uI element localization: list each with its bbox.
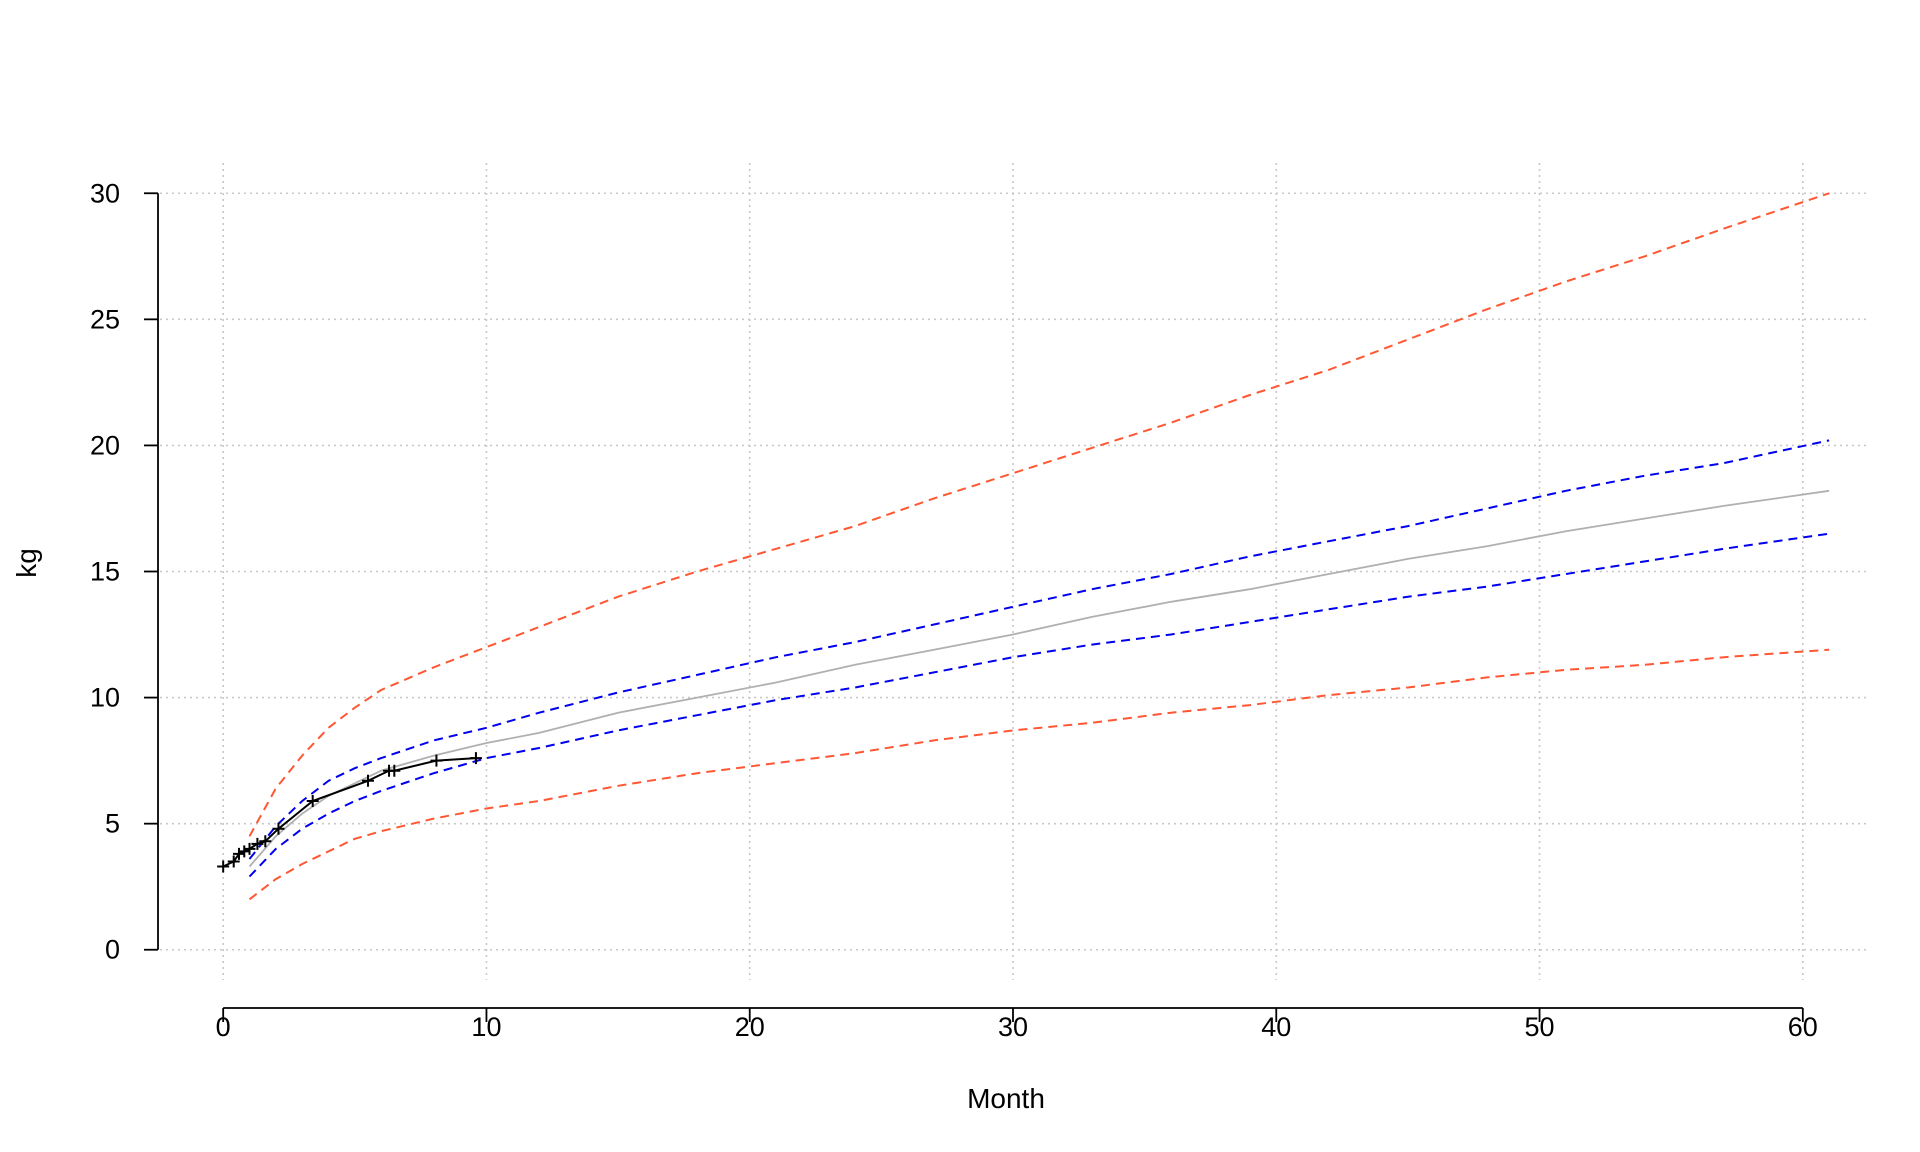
series-line: [248, 532, 1830, 878]
data-point-marker: [251, 837, 264, 850]
y-tick-label: 10: [90, 683, 120, 713]
series-line: [222, 757, 476, 868]
data-point-marker: [306, 794, 319, 807]
data-point-marker: [227, 855, 240, 868]
x-tick-label: 10: [471, 1012, 501, 1042]
y-tick-label: 25: [90, 304, 120, 334]
data-point-marker: [272, 822, 285, 835]
data-point-marker: [259, 835, 272, 848]
grid: [160, 163, 1866, 980]
series-line: [248, 648, 1830, 901]
series-line: [248, 439, 1830, 860]
x-tick-label: 50: [1525, 1012, 1555, 1042]
x-tick-label: 60: [1788, 1012, 1818, 1042]
data-point-marker: [232, 847, 245, 860]
x-tick-label: 30: [998, 1012, 1028, 1042]
data-point-marker: [217, 860, 230, 873]
axes: 0 10 20 30 40 50 60 0 5 10 15 20 25 30: [90, 178, 1818, 1042]
series-line: [248, 489, 1830, 868]
y-tick-label: 0: [105, 935, 120, 965]
y-tick-label: 15: [90, 557, 120, 587]
data-point-marker: [238, 845, 251, 858]
x-tick-label: 0: [216, 1012, 231, 1042]
series-line: [248, 192, 1830, 837]
data-point-marker: [469, 752, 482, 765]
x-axis-title: Month: [967, 1083, 1045, 1114]
x-tick-label: 20: [735, 1012, 765, 1042]
data-point-marker: [430, 754, 443, 767]
series-lines: [217, 192, 1830, 901]
y-tick-label: 20: [90, 430, 120, 460]
y-tick-label: 30: [90, 178, 120, 208]
y-tick-label: 5: [105, 809, 120, 839]
data-point-marker: [243, 842, 256, 855]
y-axis-title: kg: [11, 548, 42, 578]
data-point-marker: [388, 764, 401, 777]
x-tick-label: 40: [1261, 1012, 1291, 1042]
data-point-marker: [361, 774, 374, 787]
